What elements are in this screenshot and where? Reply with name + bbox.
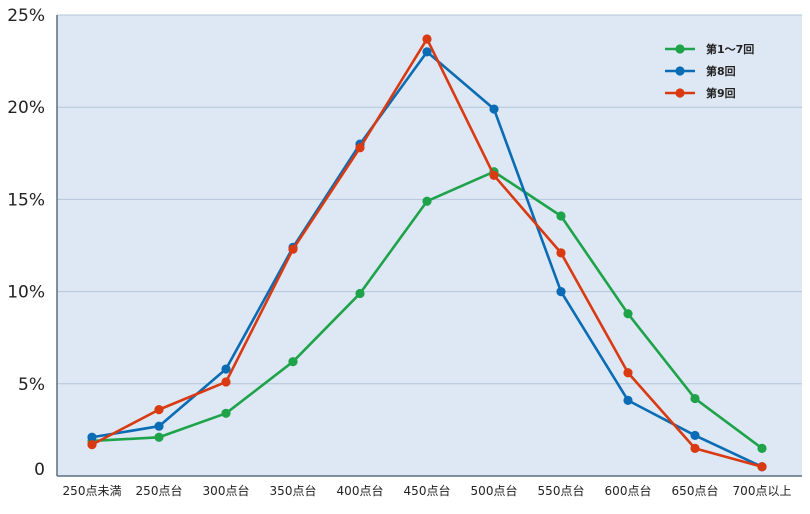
y-tick-label: 15% [7, 190, 45, 210]
data-point [422, 47, 432, 57]
legend-marker [675, 44, 685, 54]
data-point [489, 170, 499, 181]
y-tick-label: 5% [18, 375, 45, 395]
legend-marker [675, 88, 685, 98]
data-point [422, 196, 432, 206]
data-point [288, 357, 298, 367]
x-tick-label: 500点台 [471, 483, 518, 498]
data-point [154, 432, 164, 442]
data-point [690, 393, 700, 404]
legend-label: 第1～7回 [706, 42, 754, 56]
data-point [355, 143, 365, 153]
data-point [757, 462, 767, 472]
data-point [556, 287, 566, 297]
data-point [154, 421, 164, 431]
series-3 [87, 34, 767, 472]
data-point [422, 34, 432, 44]
x-tick-label: 400点台 [337, 483, 384, 498]
data-point [623, 368, 633, 378]
data-point [154, 405, 164, 415]
data-point [221, 364, 231, 374]
y-tick-label: 20% [7, 98, 45, 118]
x-tick-label: 300点台 [203, 483, 250, 498]
data-point [221, 408, 231, 418]
data-point [690, 430, 700, 441]
x-tick-label: 650点台 [672, 483, 719, 498]
x-tick-label: 450点台 [404, 483, 451, 498]
data-point [221, 377, 231, 387]
x-tick-label: 250点未満 [63, 484, 122, 498]
data-point [556, 248, 566, 258]
data-point [623, 395, 633, 405]
y-tick-label: 10% [7, 283, 45, 303]
legend-label: 第9回 [706, 86, 736, 100]
y-tick-label: 25% [7, 6, 45, 26]
data-point [556, 211, 566, 221]
legend-marker [675, 66, 685, 76]
x-tick-label: 350点台 [270, 483, 317, 498]
y-tick-label: 0 [34, 460, 45, 480]
data-point [757, 443, 767, 453]
data-point [623, 309, 633, 319]
data-point [355, 288, 365, 299]
data-point [87, 440, 97, 450]
x-tick-label: 550点台 [538, 483, 585, 498]
x-tick-label: 700点以上 [733, 484, 792, 498]
data-point [87, 432, 97, 442]
legend-label: 第8回 [706, 64, 736, 78]
data-point [288, 244, 298, 254]
x-tick-label: 600点台 [605, 483, 652, 498]
data-point [690, 443, 700, 453]
data-point [489, 104, 499, 114]
x-tick-label: 250点台 [136, 483, 183, 498]
